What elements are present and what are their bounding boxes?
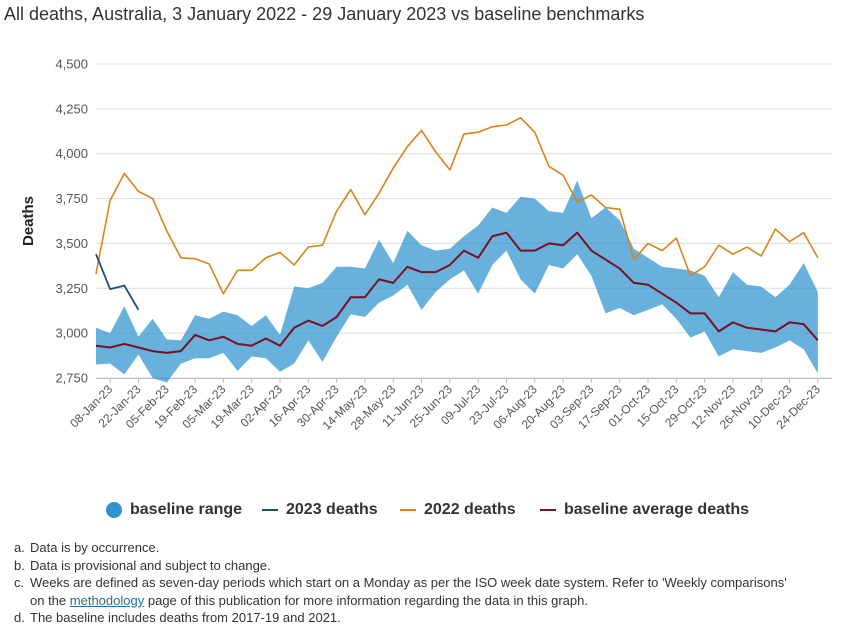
footnote-c: c. Weeks are defined as seven-day period…	[14, 574, 794, 609]
series-baseline-average	[95, 231, 819, 354]
legend-item-2022-deaths[interactable]: 2022 deaths	[400, 498, 516, 522]
y-tick-label: 2,750	[55, 371, 88, 386]
footnote-b: b. Data is provisional and subject to ch…	[14, 557, 794, 575]
legend-swatch-2023-deaths	[262, 509, 278, 511]
footnote-letter: c.	[14, 575, 25, 590]
y-tick-label: 3,000	[55, 326, 88, 341]
footnote-text: Weeks are defined as seven-day periods w…	[30, 574, 794, 609]
legend-swatch-2022-deaths	[400, 509, 416, 511]
footnote-text-after: page of this publication for more inform…	[147, 592, 588, 608]
footnote-letter: b.	[14, 557, 25, 573]
legend-label-2023-deaths: 2023 deaths	[286, 501, 378, 518]
y-tick-label: 4,500	[55, 57, 88, 72]
series-2022-deaths	[95, 117, 819, 295]
footnote-text: The baseline includes deaths from 2017-1…	[30, 610, 341, 625]
legend-item-2023-deaths[interactable]: 2023 deaths	[262, 498, 378, 522]
footnote-letter: d.	[14, 610, 25, 625]
legend-item-baseline-average[interactable]: baseline average deaths	[540, 498, 749, 522]
chart-legend: baseline range 2023 deaths 2022 deaths b…	[0, 498, 843, 522]
chart: 2,750 3,000 3,250 3,500 3,750 4,000 4,250 4,500…	[20, 57, 832, 433]
legend-label-2022-deaths: 2022 deaths	[424, 501, 516, 518]
legend-swatch-baseline-range	[106, 502, 122, 518]
legend-label-baseline-range: baseline range	[130, 501, 243, 518]
footnote-text-before: Weeks are defined as seven-day periods w…	[30, 575, 787, 608]
y-tick-label: 3,750	[55, 191, 88, 206]
y-tick-label: 3,250	[55, 281, 88, 296]
footnote-text: Data is provisional and subject to chang…	[30, 557, 271, 573]
legend-label-baseline-average: baseline average deaths	[564, 501, 749, 518]
page-title: All deaths, Australia, 3 January 2022 - …	[4, 4, 645, 24]
baseline-range-band	[96, 180, 818, 383]
footnote-a: a. Data is by occurrence.	[14, 539, 794, 557]
methodology-link[interactable]: methodology	[69, 592, 145, 608]
legend-item-baseline-range[interactable]: baseline range	[106, 498, 242, 522]
footnotes: a. Data is by occurrence. b. Data is pro…	[14, 539, 794, 627]
footnote-d: d. The baseline includes deaths from 201…	[14, 609, 794, 627]
y-tick-label: 4,250	[55, 101, 88, 116]
y-tick-label: 4,000	[55, 146, 88, 161]
footnote-letter: a.	[14, 540, 25, 555]
legend-swatch-baseline-average	[540, 509, 556, 511]
series-2023-deaths	[95, 253, 140, 311]
y-tick-label: 3,500	[55, 236, 88, 251]
footnote-text: Data is by occurrence.	[30, 540, 160, 555]
y-axis-label: Deaths	[20, 196, 37, 246]
